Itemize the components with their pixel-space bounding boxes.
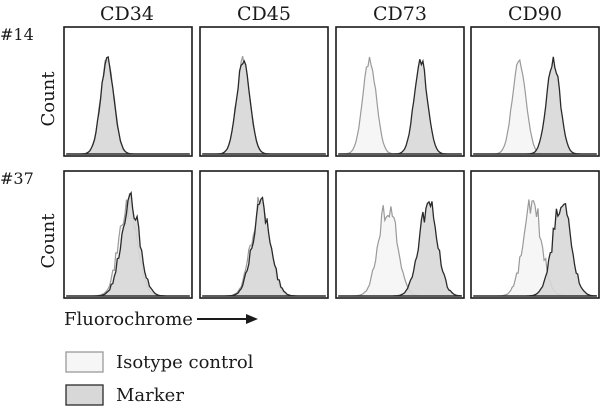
column-header-cd73: CD73 [373, 3, 427, 25]
x-axis-arrow-icon [197, 314, 258, 324]
legend-label-isotype: Isotype control [116, 352, 254, 373]
column-header-cd45: CD45 [237, 3, 291, 25]
legend: Isotype control Marker [65, 351, 254, 406]
histogram-panels [63, 26, 600, 299]
column-header-cd90: CD90 [508, 3, 562, 25]
column-header-cd34: CD34 [100, 3, 154, 25]
y-axis-label-row-14: Count [38, 71, 59, 127]
legend-swatch-isotype [65, 351, 104, 373]
row-label-14: #14 [0, 25, 34, 44]
row-label-37: #37 [0, 169, 34, 188]
legend-swatch-marker [65, 384, 104, 406]
panel-frame-14-cd45 [199, 26, 329, 157]
panel-frame-14-cd34 [63, 26, 193, 157]
x-axis-label: Fluorochrome [64, 309, 193, 330]
panel-frame-14-cd73 [335, 26, 465, 157]
panel-frame-14-cd90 [470, 26, 600, 157]
y-axis-label-row-37: Count [38, 213, 59, 269]
legend-label-marker: Marker [116, 385, 184, 406]
